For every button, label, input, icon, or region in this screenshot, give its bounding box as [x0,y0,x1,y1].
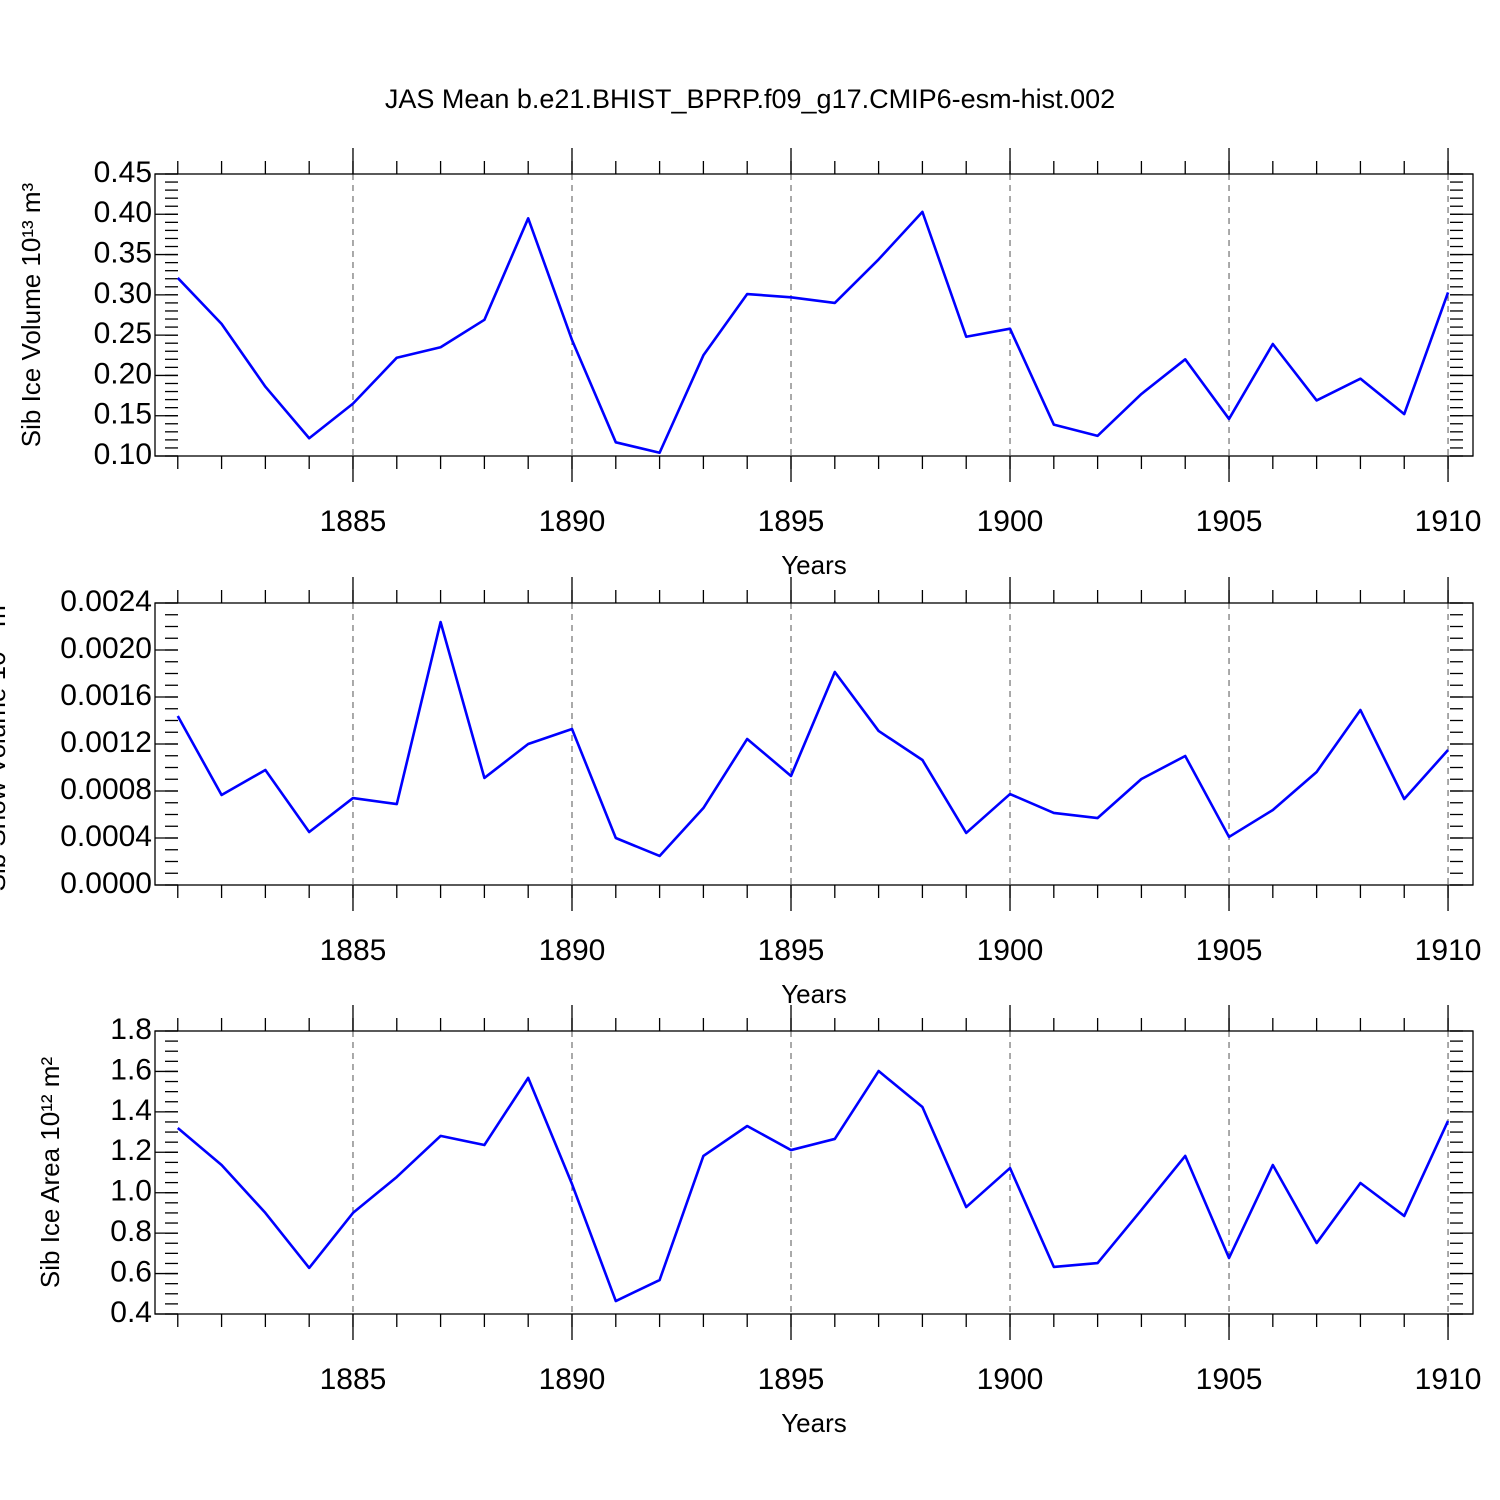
y-tick-label: 0.0016 [60,679,152,712]
x-axis-label: Years [781,979,847,1009]
y-tick-label: 0.0008 [60,773,152,806]
y-tick-label: 0.0020 [60,632,152,665]
x-tick-label: 1885 [320,934,387,967]
x-tick-label: 1895 [758,1363,825,1396]
y-tick-label: 0.6 [110,1255,152,1288]
y-tick-label: 1.6 [110,1053,152,1086]
x-tick-label: 1895 [758,934,825,967]
x-tick-label: 1885 [320,1363,387,1396]
y-axis-label: Sib Ice Volume 10¹³ m³ [16,182,46,447]
y-tick-label: 1.8 [110,1013,152,1046]
y-tick-label: 0.35 [94,236,152,269]
y-tick-label: 0.0000 [60,867,152,900]
y-tick-label: 0.0004 [60,820,152,853]
y-tick-label: 0.10 [94,438,152,471]
y-tick-label: 0.25 [94,317,152,350]
x-tick-label: 1910 [1415,1363,1482,1396]
data-line [176,1069,1450,1303]
x-tick-label: 1905 [1196,1363,1263,1396]
x-tick-label: 1885 [320,505,387,538]
x-axis-label: Years [781,550,847,580]
y-tick-label: 1.2 [110,1134,152,1167]
y-tick-label: 0.8 [110,1215,152,1248]
y-tick-label: 0.30 [94,277,152,310]
y-tick-label: 0.20 [94,357,152,390]
x-axis-label: Years [781,1408,847,1438]
y-tick-label: 0.4 [110,1296,152,1329]
y-tick-label: 0.0024 [60,585,152,618]
x-tick-label: 1895 [758,505,825,538]
data-line [176,620,1449,858]
x-tick-label: 1905 [1196,934,1263,967]
x-tick-label: 1900 [977,1363,1044,1396]
plot-frame [154,1030,1474,1315]
x-tick-label: 1900 [977,934,1044,967]
x-tick-label: 1910 [1415,934,1482,967]
y-tick-label: 1.4 [110,1094,152,1127]
x-tick-label: 1905 [1196,505,1263,538]
y-tick-label: 0.45 [94,156,152,189]
x-tick-label: 1890 [539,934,606,967]
figure-title: JAS Mean b.e21.BHIST_BPRP.f09_g17.CMIP6-… [385,84,1115,114]
y-tick-label: 0.15 [94,398,152,431]
plot-frame [154,173,1474,457]
x-tick-label: 1910 [1415,505,1482,538]
y-tick-label: 0.0012 [60,726,152,759]
x-tick-label: 1890 [539,1363,606,1396]
plot-frame [154,602,1474,886]
data-line [176,210,1450,455]
y-tick-label: 1.0 [110,1175,152,1208]
y-axis-label: Sib Snow Volume 10¹³ m³ [0,596,11,891]
y-axis-label: Sib Ice Area 10¹² m² [35,1057,65,1289]
x-tick-label: 1890 [539,505,606,538]
x-tick-label: 1900 [977,505,1044,538]
y-tick-label: 0.40 [94,196,152,229]
